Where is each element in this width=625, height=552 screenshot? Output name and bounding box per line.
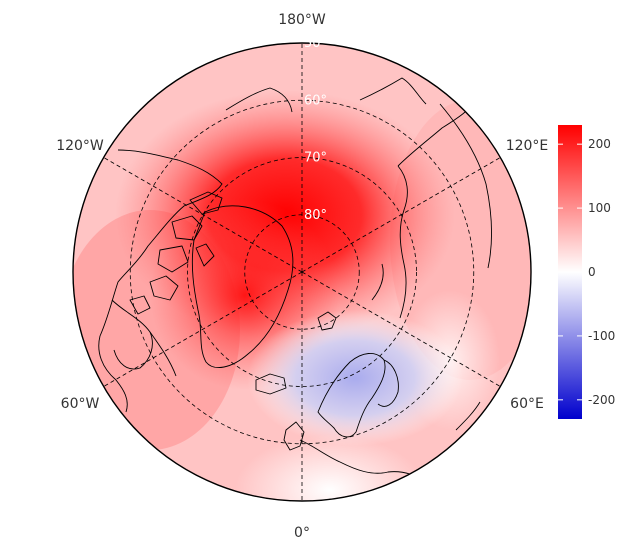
colorbar-tick-label: -100	[588, 329, 615, 343]
lon-label-upper-right: 120°E	[506, 138, 549, 154]
coast-east-asia	[439, 103, 493, 269]
lon-label-upper-left: 120°W	[56, 138, 104, 154]
lat-label-50: 50°	[304, 36, 327, 51]
coast-greenland	[191, 205, 294, 369]
coast-finland	[377, 359, 399, 407]
lat-label-60: 60°	[304, 93, 327, 108]
lon-label-bottom: 0°	[294, 525, 310, 541]
coast-arch-2	[171, 215, 203, 241]
coast-arch-5	[149, 275, 179, 301]
colorbar: 200 100 0 -100 -200	[558, 125, 615, 419]
coast-iceland	[255, 373, 287, 395]
coast-scandinavia	[317, 353, 386, 438]
coast-svalbard	[317, 311, 337, 331]
colorbar-ticks: 200 100 0 -100 -200	[558, 137, 615, 407]
coast-britain	[283, 421, 305, 451]
coast-alaska	[225, 87, 293, 113]
coast-siberia-1	[397, 165, 408, 319]
coast-caspian	[455, 401, 481, 431]
graticule-lon--120	[103, 157, 303, 273]
field-south-white	[235, 435, 425, 501]
colorbar-tick-label: 100	[588, 201, 611, 215]
coast-arch-3	[157, 245, 189, 273]
field-layer	[73, 43, 531, 501]
scandinavian-low	[247, 310, 463, 446]
coast-arch-1	[189, 191, 223, 215]
colorbar-tick-label: 200	[588, 137, 611, 151]
coast-hudson	[111, 299, 153, 370]
graticule-lon-60	[301, 271, 501, 387]
coast-arch-4	[195, 243, 215, 267]
coast-arch-6	[129, 295, 151, 315]
lat-label-80: 80°	[304, 208, 327, 223]
graticule-longitudes	[103, 43, 501, 501]
graticule-lon-120	[301, 157, 501, 273]
coast-chukotka	[359, 77, 427, 105]
colorbar-tick-label: -200	[588, 393, 615, 407]
map-border	[72, 42, 532, 502]
lat-label-70: 70°	[304, 151, 327, 166]
colorbar-tick-label: 0	[588, 265, 596, 279]
coast-labrador	[149, 331, 177, 377]
coast-novaya	[371, 263, 384, 301]
coast-north-america	[98, 149, 223, 413]
lon-label-lower-left: 60°W	[61, 396, 100, 412]
graticule-lon--60	[103, 271, 303, 387]
lon-label-lower-right: 60°E	[510, 396, 544, 412]
lon-label-top: 180°W	[278, 12, 326, 28]
